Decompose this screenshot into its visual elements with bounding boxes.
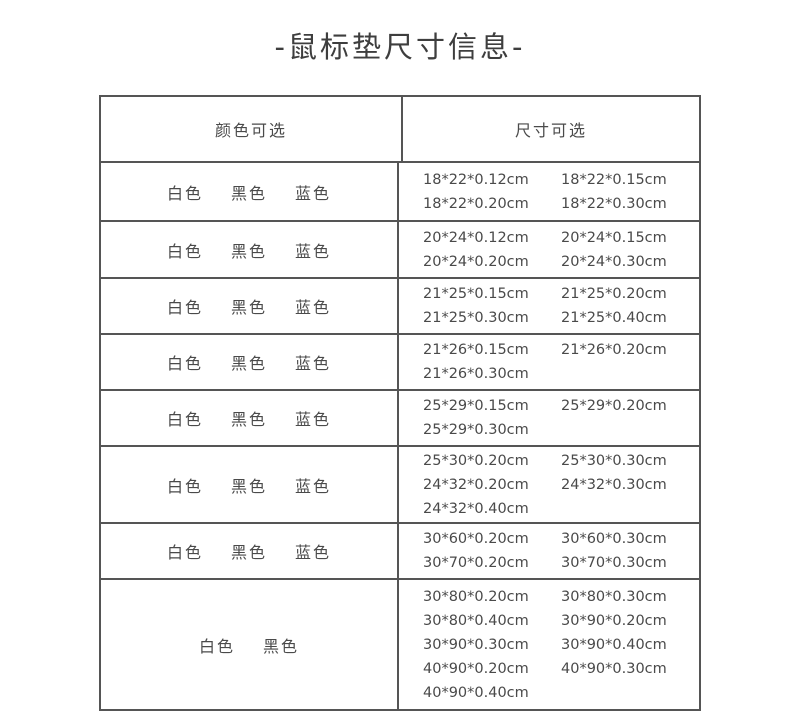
size-option: 30*90*0.40cm	[561, 636, 667, 653]
size-option: 30*60*0.20cm	[423, 531, 529, 547]
size-option: 40*90*0.30cm	[561, 660, 667, 677]
sizes-cell: 30*60*0.20cm 30*60*0.30cm 30*70*0.20cm 30*7…	[399, 524, 699, 578]
color-option: 白色	[198, 636, 235, 656]
colors-cell: 白色 黑色 蓝色	[101, 447, 399, 522]
sizes-cell: 21*26*0.15cm 21*26*0.20cm 21*26*0.30cm	[399, 335, 699, 389]
color-option: 黑色	[230, 298, 267, 317]
color-option: 蓝色	[295, 354, 332, 373]
size-option: 25*30*0.30cm	[561, 452, 667, 469]
size-option: 20*24*0.20cm	[423, 253, 529, 270]
color-option: 白色	[166, 241, 203, 261]
size-option: 25*30*0.20cm	[423, 452, 529, 469]
size-option: 21*25*0.20cm	[561, 286, 667, 302]
colors-cell: 白色 黑色 蓝色	[101, 391, 399, 445]
table-row: 白色 黑色 蓝色 25*29*0.15cm 25*29*0.20cm 25*29*0.30…	[101, 389, 699, 445]
size-option: 21*25*0.30cm	[423, 310, 529, 326]
size-option: 30*90*0.30cm	[423, 636, 529, 653]
table-row: 白色 黑色 蓝色 20*24*0.12cm 20*24*0.15cm 20*24*0.20…	[101, 220, 699, 277]
size-option: 20*24*0.30cm	[561, 253, 667, 270]
size-option: 18*22*0.12cm	[423, 171, 529, 188]
colors-cell: 白色 黑色 蓝色	[101, 163, 399, 220]
size-option: 30*80*0.30cm	[561, 588, 667, 605]
size-option: 24*32*0.30cm	[561, 476, 667, 493]
page-title: -鼠标垫尺寸信息-	[274, 30, 526, 64]
color-option: 白色	[166, 476, 203, 496]
size-option: 30*70*0.30cm	[561, 555, 667, 571]
colors-cell: 白色 黑色 蓝色	[101, 524, 399, 578]
table-row: 白色 黑色 蓝色 21*26*0.15cm 21*26*0.20cm 21*26*0.30…	[101, 333, 699, 389]
color-option: 蓝色	[295, 241, 332, 261]
color-option: 蓝色	[295, 298, 332, 317]
color-option: 白色	[166, 543, 203, 562]
color-option: 黑色	[230, 354, 267, 373]
sizes-cell: 25*30*0.20cm 25*30*0.30cm 24*32*0.20cm 24*3…	[399, 447, 699, 522]
colors-cell: 白色 黑色 蓝色	[101, 222, 399, 277]
table-row: 白色 黑色 蓝色 25*30*0.20cm 25*30*0.30cm 24*32*0.20…	[101, 445, 699, 522]
size-option: 30*80*0.40cm	[423, 612, 529, 629]
color-option: 白色	[166, 410, 203, 429]
size-option: 18*22*0.15cm	[561, 171, 667, 188]
table-row: 白色 黑色 蓝色 18*22*0.12cm 18*22*0.15cm 18*22*0.20…	[101, 161, 699, 220]
colors-cell: 白色 黑色	[101, 580, 399, 709]
table-row: 白色 黑色 蓝色 21*25*0.15cm 21*25*0.20cm 21*25*0.30…	[101, 277, 699, 333]
size-option: 21*25*0.40cm	[561, 310, 667, 326]
size-option: 30*90*0.20cm	[561, 612, 667, 629]
size-option: 20*24*0.12cm	[423, 229, 529, 246]
colors-cell: 白色 黑色 蓝色	[101, 335, 399, 389]
size-option: 30*70*0.20cm	[423, 555, 529, 571]
size-option: 40*90*0.20cm	[423, 660, 529, 677]
size-option: 40*90*0.40cm	[423, 684, 529, 701]
header-colors: 颜色可选	[101, 97, 403, 161]
sizes-cell: 25*29*0.15cm 25*29*0.20cm 25*29*0.30cm	[399, 391, 699, 445]
size-option: 25*29*0.30cm	[423, 422, 529, 438]
sizes-cell: 30*80*0.20cm 30*80*0.30cm 30*80*0.40cm 30*9…	[399, 580, 699, 709]
size-option: 21*26*0.15cm	[423, 342, 529, 358]
size-option: 21*26*0.30cm	[423, 366, 529, 382]
color-option: 黑色	[230, 183, 267, 203]
color-option: 白色	[166, 183, 203, 203]
color-option: 黑色	[263, 636, 300, 656]
table-row: 白色 黑色 30*80*0.20cm 30*80*0.30cm 30*80*0.40cm…	[101, 578, 699, 709]
color-option: 黑色	[230, 410, 267, 429]
size-option: 25*29*0.15cm	[423, 398, 529, 414]
size-option: 18*22*0.20cm	[423, 195, 529, 212]
size-option: 18*22*0.30cm	[561, 195, 667, 212]
color-option: 黑色	[230, 476, 267, 496]
sizes-cell: 21*25*0.15cm 21*25*0.20cm 21*25*0.30cm 21*2…	[399, 279, 699, 333]
size-option: 25*29*0.20cm	[561, 398, 667, 414]
color-option: 黑色	[230, 241, 267, 261]
color-option: 蓝色	[295, 183, 332, 203]
size-option: 24*32*0.40cm	[423, 500, 529, 517]
color-option: 蓝色	[295, 543, 332, 562]
color-option: 蓝色	[295, 410, 332, 429]
size-option: 20*24*0.15cm	[561, 229, 667, 246]
table-row: 白色 黑色 蓝色 30*60*0.20cm 30*60*0.30cm 30*70*0.20…	[101, 522, 699, 578]
table-header: 颜色可选 尺寸可选	[101, 97, 699, 161]
color-option: 白色	[166, 298, 203, 317]
sizes-cell: 20*24*0.12cm 20*24*0.15cm 20*24*0.20cm 20*2…	[399, 222, 699, 277]
color-option: 黑色	[230, 543, 267, 562]
size-option: 21*25*0.15cm	[423, 286, 529, 302]
color-option: 白色	[166, 354, 203, 373]
colors-cell: 白色 黑色 蓝色	[101, 279, 399, 333]
color-option: 蓝色	[295, 476, 332, 496]
size-option: 30*80*0.20cm	[423, 588, 529, 605]
size-option: 30*60*0.30cm	[561, 531, 667, 547]
size-option: 21*26*0.20cm	[561, 342, 667, 358]
header-sizes: 尺寸可选	[514, 121, 587, 140]
size-table: 颜色可选 尺寸可选 白色 黑色 蓝色 18*22*0.12cm 18*22*0.15cm…	[99, 95, 701, 711]
size-option: 24*32*0.20cm	[423, 476, 529, 493]
sizes-cell: 18*22*0.12cm 18*22*0.15cm 18*22*0.20cm 18*2…	[399, 163, 699, 220]
